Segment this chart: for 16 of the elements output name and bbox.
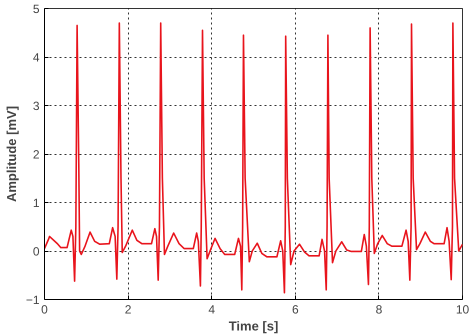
y-tick-label: 5: [32, 2, 40, 16]
x-tick-label: 4: [208, 302, 216, 316]
x-tick-label: 0: [41, 302, 48, 316]
y-tick-label: −1: [26, 293, 40, 307]
y-axis-title: Amplitude [mV]: [4, 106, 19, 202]
x-tick-label: 2: [124, 302, 132, 316]
y-tick-label: 0: [32, 244, 40, 258]
y-tick-label: 4: [32, 50, 40, 64]
y-tick-label: 2: [32, 148, 40, 162]
x-tick-label: 10: [456, 302, 470, 316]
y-tick-label: 3: [32, 99, 40, 113]
x-tick-label: 6: [292, 302, 299, 316]
line-series: [44, 22, 462, 294]
y-tick-label: 1: [32, 196, 40, 210]
x-axis-title: Time [s]: [228, 318, 278, 334]
x-tick-label: 8: [376, 302, 383, 316]
